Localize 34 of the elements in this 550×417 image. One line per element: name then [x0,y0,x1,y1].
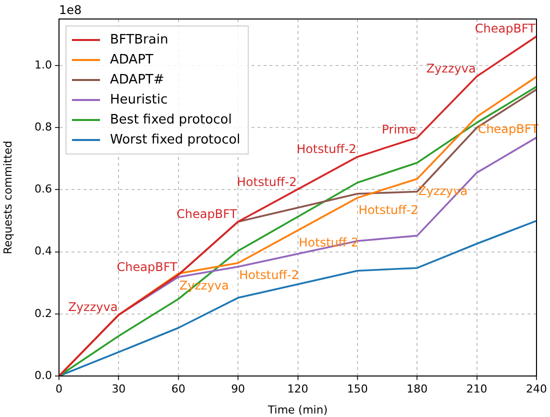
x-tick-label: 120 [287,382,308,396]
annotation: CheapBFT [116,260,178,274]
legend-label: BFTBrain [110,32,168,48]
annotation: Hotstuff-2 [239,268,299,282]
legend-label: ADAPT# [110,72,164,88]
x-tick-label: 30 [112,382,126,396]
annotation: CheapBFT [474,22,536,36]
x-tick-label: 180 [406,382,428,396]
x-tick-label: 0 [56,382,62,396]
y-tick-label: 1.0 [34,58,52,72]
legend-label: Worst fixed protocol [110,132,240,148]
text: 1e8 [59,3,82,18]
x-tick-label: 210 [466,382,488,396]
legend-label: Heuristic [110,92,168,108]
y-tick-label: 0.0 [34,368,52,382]
annotation: CheapBFT [176,206,238,221]
legend-label: Best fixed protocol [110,112,232,128]
x-axis-title: Time (min) [266,403,328,416]
y-axis-title: Requests committed [1,140,14,254]
y-tick-label: 0.6 [34,182,52,196]
annotation: Hotstuff-2 [236,174,297,189]
x-tick-label: 150 [346,382,368,396]
y-tick-label: 0.8 [34,120,52,134]
annotation: Prime [382,122,416,137]
annotation: Zyzzyva [68,300,118,314]
x-tick-label: 90 [231,382,246,396]
y-tick-label: 0.4 [34,244,52,258]
legend-label: ADAPT [110,52,154,68]
annotation: Hotstuff-2 [358,202,418,217]
y-tick-label: 0.2 [34,306,52,320]
annotation: Hotstuff-2 [296,142,356,156]
x-tick-label: 60 [171,382,186,396]
annotation: Zyzzyva [426,62,476,76]
x-tick-label: 240 [526,382,547,396]
